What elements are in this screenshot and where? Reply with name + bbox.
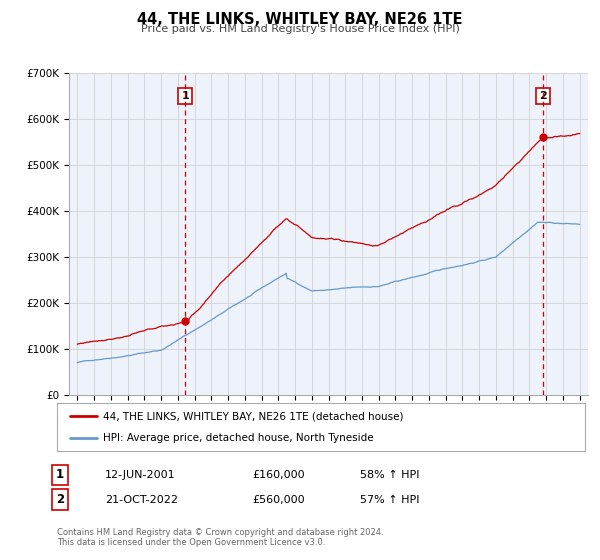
Text: 1: 1 xyxy=(56,468,64,482)
Text: 2: 2 xyxy=(539,91,547,101)
Text: HPI: Average price, detached house, North Tyneside: HPI: Average price, detached house, Nort… xyxy=(103,433,374,443)
Text: 44, THE LINKS, WHITLEY BAY, NE26 1TE: 44, THE LINKS, WHITLEY BAY, NE26 1TE xyxy=(137,12,463,27)
Text: Price paid vs. HM Land Registry's House Price Index (HPI): Price paid vs. HM Land Registry's House … xyxy=(140,24,460,34)
Text: Contains HM Land Registry data © Crown copyright and database right 2024.: Contains HM Land Registry data © Crown c… xyxy=(57,528,383,536)
Text: 1: 1 xyxy=(181,91,189,101)
Text: 12-JUN-2001: 12-JUN-2001 xyxy=(105,470,176,480)
Text: 21-OCT-2022: 21-OCT-2022 xyxy=(105,494,178,505)
Text: 2: 2 xyxy=(56,493,64,506)
Text: This data is licensed under the Open Government Licence v3.0.: This data is licensed under the Open Gov… xyxy=(57,538,325,547)
Text: 44, THE LINKS, WHITLEY BAY, NE26 1TE (detached house): 44, THE LINKS, WHITLEY BAY, NE26 1TE (de… xyxy=(103,411,404,421)
Text: £160,000: £160,000 xyxy=(252,470,305,480)
Text: £560,000: £560,000 xyxy=(252,494,305,505)
Text: 58% ↑ HPI: 58% ↑ HPI xyxy=(360,470,419,480)
Text: 57% ↑ HPI: 57% ↑ HPI xyxy=(360,494,419,505)
